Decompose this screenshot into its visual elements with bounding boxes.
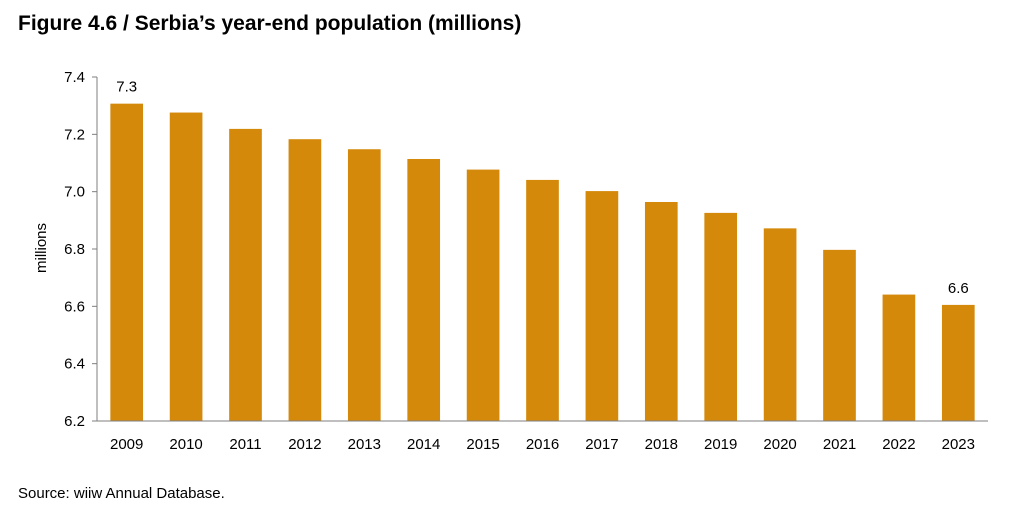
bar-2012 bbox=[288, 139, 322, 421]
bar-2017 bbox=[585, 191, 619, 421]
y-tick-label: 7.4 bbox=[64, 69, 85, 86]
x-tick-label-2018: 2018 bbox=[645, 436, 678, 453]
source-note: Source: wiiw Annual Database. bbox=[18, 485, 225, 502]
data-labels-layer: 7.3 6.6 bbox=[116, 79, 968, 297]
x-tick-label-2015: 2015 bbox=[466, 436, 499, 453]
bar-2015 bbox=[466, 169, 500, 421]
x-tick-label-2011: 2011 bbox=[229, 436, 261, 453]
bar-2014 bbox=[407, 158, 441, 421]
bar-2022 bbox=[882, 294, 916, 421]
bar-2011 bbox=[229, 128, 262, 422]
x-tick-label-2016: 2016 bbox=[526, 436, 559, 453]
y-tick-label: 6.4 bbox=[64, 356, 85, 373]
x-tick-label-2013: 2013 bbox=[348, 436, 381, 453]
chart-title: Figure 4.6 / Serbia’s year-end populatio… bbox=[18, 12, 522, 35]
bar-2018 bbox=[644, 201, 678, 421]
bar-2009 bbox=[110, 103, 144, 421]
x-tick-label-2010: 2010 bbox=[169, 436, 202, 453]
x-tick-label-2021: 2021 bbox=[823, 436, 856, 453]
y-tick-label: 6.8 bbox=[64, 241, 85, 258]
x-tick-label-2019: 2019 bbox=[704, 436, 737, 453]
x-ticks-layer: 2009 2010 2011 2012 2013 2014 2015 2016 2017 2018… bbox=[110, 436, 975, 453]
y-tick-label: 7.2 bbox=[64, 126, 85, 143]
x-tick-label-2022: 2022 bbox=[882, 436, 915, 453]
bar-2016 bbox=[526, 179, 559, 421]
bar-2019 bbox=[704, 212, 738, 421]
bar-chart: 7.3 6.6 6.2 6.4 6.6 6.8 7.0 7.2 7.4 2009 2010 201… bbox=[33, 69, 988, 453]
data-label-2023: 6.6 bbox=[948, 280, 969, 297]
bar-2013 bbox=[347, 149, 381, 422]
y-axis-label: millions bbox=[33, 223, 50, 273]
y-tick-label: 6.6 bbox=[64, 298, 85, 315]
x-tick-label-2012: 2012 bbox=[288, 436, 321, 453]
bar-2010 bbox=[169, 112, 203, 422]
x-tick-label-2020: 2020 bbox=[763, 436, 796, 453]
bar-2020 bbox=[763, 228, 797, 421]
x-tick-label-2009: 2009 bbox=[110, 436, 143, 453]
bars-layer bbox=[110, 103, 975, 422]
x-tick-label-2017: 2017 bbox=[585, 436, 618, 453]
y-tick-label: 6.2 bbox=[64, 413, 85, 430]
bar-2023 bbox=[941, 304, 975, 421]
x-tick-label-2023: 2023 bbox=[942, 436, 975, 453]
data-label-2009: 7.3 bbox=[116, 79, 137, 96]
bar-2021 bbox=[823, 249, 856, 421]
x-tick-label-2014: 2014 bbox=[407, 436, 440, 453]
y-tick-label: 7.0 bbox=[64, 184, 85, 201]
y-ticks-layer: 6.2 6.4 6.6 6.8 7.0 7.2 7.4 bbox=[64, 69, 97, 430]
